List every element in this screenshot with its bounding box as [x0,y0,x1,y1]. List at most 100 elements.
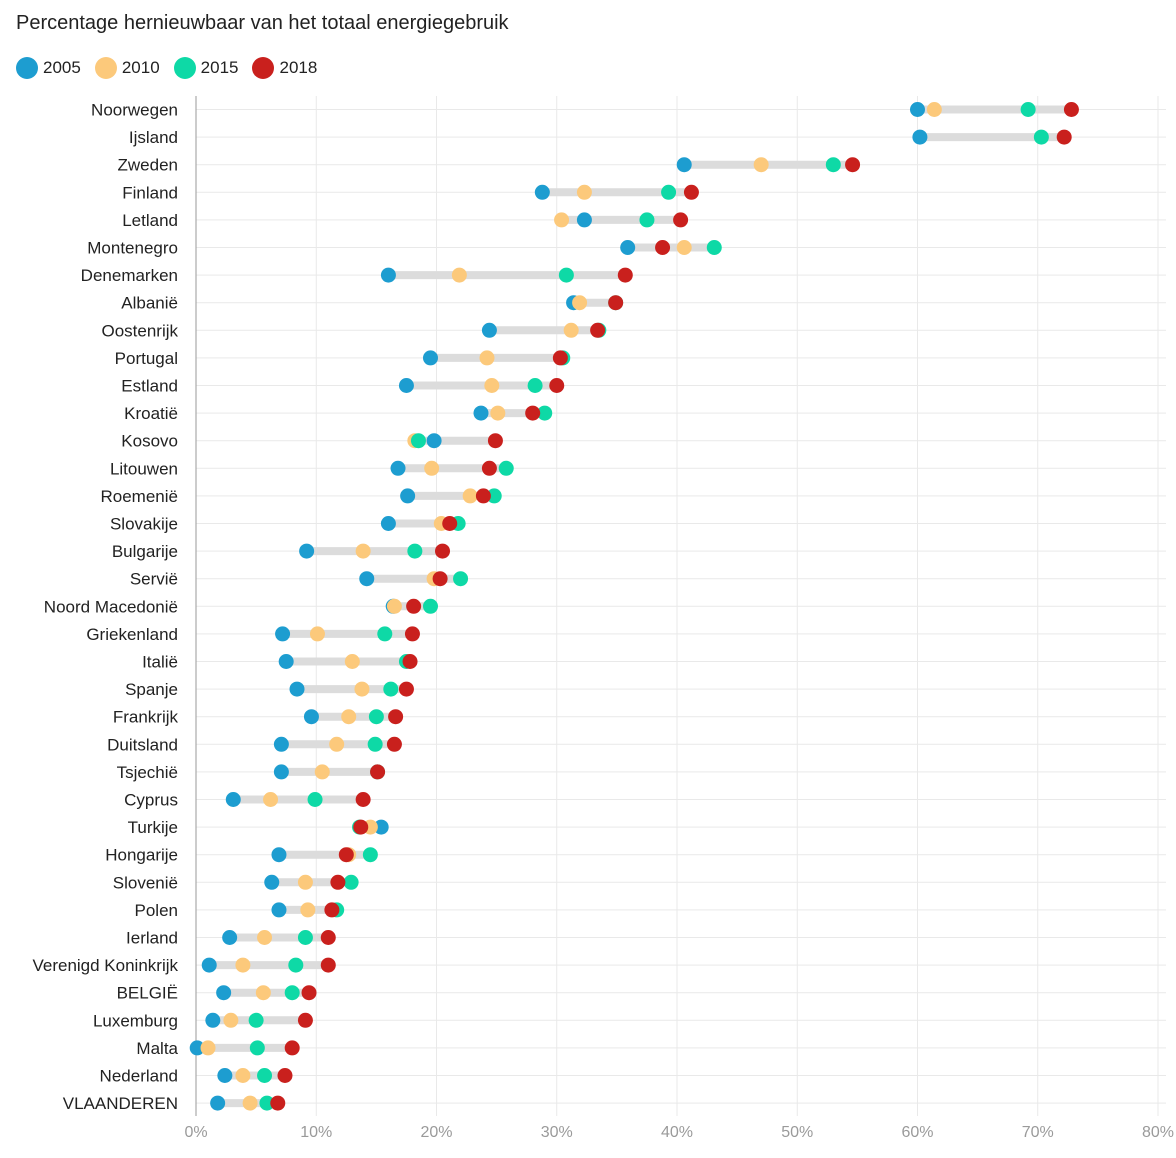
point-cyprus-2010[interactable] [263,792,279,807]
point-noorwegen-2010[interactable] [926,102,942,117]
point-estland-2010[interactable] [484,378,500,393]
point-montenegro-2018[interactable] [655,240,671,255]
point-spanje-2018[interactable] [398,681,414,697]
point-spanje-2005[interactable] [289,681,305,697]
point-noorwegen-2005[interactable] [910,102,925,117]
point-finland-2010[interactable] [576,184,592,200]
point-kosovo-2005[interactable] [426,433,442,449]
point-bulgarije-2018[interactable] [435,543,451,559]
point-frankrijk-2005[interactable] [303,709,319,725]
point-bulgarije-2015[interactable] [407,543,423,559]
point-noorwegen-2018[interactable] [1063,102,1079,117]
point-litouwen-2018[interactable] [481,460,497,476]
point-zweden-2005[interactable] [676,157,692,173]
point-frankrijk-2018[interactable] [388,709,404,725]
point-tsjechie-2018[interactable] [370,764,386,780]
point-luxemburg-2010[interactable] [223,1012,239,1028]
point-bulgarije-2010[interactable] [355,543,371,559]
point-roemenie-2010[interactable] [462,488,478,504]
point-kroatie-2018[interactable] [525,405,541,421]
point-polen-2005[interactable] [271,902,287,918]
point-litouwen-2010[interactable] [424,460,440,476]
point-vlaanderen-2005[interactable] [210,1095,226,1111]
point-zweden-2010[interactable] [753,157,769,173]
point-duitsland-2015[interactable] [367,736,383,752]
point-albanie-2010[interactable] [572,295,588,311]
point-turkije-2018[interactable] [353,819,369,835]
point-verenigd-koninkrijk-2005[interactable] [201,957,217,973]
point-italie-2018[interactable] [402,654,418,669]
point-denemarken-2005[interactable] [380,267,396,283]
point-luxemburg-2015[interactable] [248,1012,264,1028]
point-kosovo-2015[interactable] [410,433,426,449]
point-belgie-2010[interactable] [255,985,271,1001]
point-portugal-2005[interactable] [422,350,438,366]
point-montenegro-2005[interactable] [620,240,636,255]
point-verenigd-koninkrijk-2018[interactable] [320,957,336,973]
point-portugal-2010[interactable] [479,350,495,366]
point-polen-2010[interactable] [300,902,316,918]
point-nederland-2005[interactable] [217,1068,233,1083]
point-vlaanderen-2010[interactable] [242,1095,258,1111]
point-noord-macedonie-2010[interactable] [386,598,402,614]
point-duitsland-2005[interactable] [273,736,289,752]
point-ijsland-2015[interactable] [1033,129,1049,145]
point-slovakije-2018[interactable] [442,516,458,531]
point-servie-2005[interactable] [359,571,375,587]
point-slovenie-2010[interactable] [297,874,313,890]
point-hongarije-2018[interactable] [338,847,354,863]
point-belgie-2015[interactable] [284,985,300,1001]
point-luxemburg-2018[interactable] [297,1012,313,1028]
point-zweden-2018[interactable] [845,157,861,173]
point-griekenland-2018[interactable] [404,626,420,642]
point-oostenrijk-2010[interactable] [563,322,579,338]
point-ierland-2010[interactable] [257,930,273,945]
point-servie-2015[interactable] [453,571,469,587]
point-malta-2018[interactable] [284,1040,300,1056]
point-kroatie-2015[interactable] [537,405,553,421]
point-duitsland-2010[interactable] [329,736,345,752]
point-denemarken-2015[interactable] [558,267,574,283]
point-kroatie-2005[interactable] [473,405,489,421]
point-malta-2005[interactable] [189,1040,205,1056]
point-zweden-2015[interactable] [825,157,841,173]
point-finland-2005[interactable] [534,184,550,200]
point-griekenland-2010[interactable] [309,626,325,642]
point-letland-2005[interactable] [576,212,592,228]
point-nederland-2010[interactable] [235,1068,251,1083]
point-polen-2018[interactable] [324,902,340,918]
point-slovenie-2005[interactable] [264,874,280,890]
point-ierland-2015[interactable] [297,930,313,945]
point-luxemburg-2005[interactable] [205,1012,221,1028]
point-hongarije-2005[interactable] [271,847,287,863]
point-verenigd-koninkrijk-2010[interactable] [235,957,251,973]
point-malta-2015[interactable] [249,1040,265,1056]
point-estland-2005[interactable] [398,378,414,393]
point-spanje-2015[interactable] [383,681,399,697]
point-montenegro-2010[interactable] [676,240,692,255]
point-denemarken-2010[interactable] [451,267,467,283]
point-turkije-2005[interactable] [373,819,389,835]
point-kosovo-2018[interactable] [487,433,503,449]
point-italie-2010[interactable] [344,654,360,669]
point-griekenland-2015[interactable] [377,626,393,642]
point-italie-2005[interactable] [278,654,294,669]
point-belgie-2005[interactable] [216,985,232,1001]
point-roemenie-2015[interactable] [486,488,502,504]
point-letland-2015[interactable] [639,212,655,228]
point-cyprus-2018[interactable] [355,792,371,807]
point-oostenrijk-2018[interactable] [590,322,606,338]
point-tsjechie-2005[interactable] [273,764,289,780]
point-bulgarije-2005[interactable] [299,543,315,559]
point-cyprus-2005[interactable] [225,792,241,807]
point-kroatie-2010[interactable] [490,405,506,421]
point-slovenie-2015[interactable] [343,874,359,890]
point-denemarken-2018[interactable] [617,267,633,283]
legend-item-2010[interactable]: 2010 [94,57,160,79]
point-verenigd-koninkrijk-2015[interactable] [288,957,304,973]
point-letland-2010[interactable] [554,212,570,228]
point-letland-2018[interactable] [673,212,689,228]
point-duitsland-2018[interactable] [386,736,402,752]
point-portugal-2018[interactable] [552,350,568,366]
point-ijsland-2005[interactable] [912,129,928,145]
